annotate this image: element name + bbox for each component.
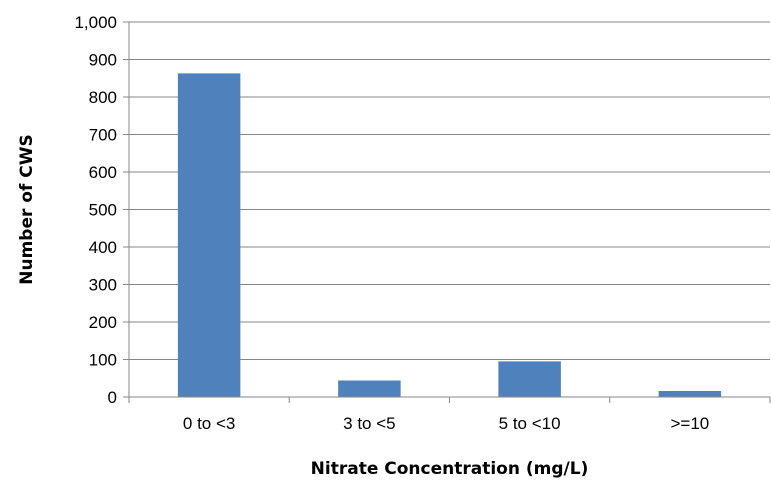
y-tick-label: 400 <box>89 238 117 257</box>
y-tick-label: 1,000 <box>74 13 117 32</box>
x-tick-label: >=10 <box>670 414 709 433</box>
x-tick-label: 0 to <3 <box>183 414 235 433</box>
y-tick-label: 900 <box>89 51 117 70</box>
y-tick-label: 300 <box>89 276 117 295</box>
y-tick-label: 800 <box>89 88 117 107</box>
y-tick-label: 100 <box>89 351 117 370</box>
bar <box>177 73 241 397</box>
x-tick-labels: 0 to <3 3 to <5 5 to <10 >=10 <box>183 414 709 433</box>
axes <box>128 22 770 398</box>
bar <box>498 361 561 397</box>
y-tick-label: 500 <box>89 201 117 220</box>
y-tick-label: 0 <box>108 388 117 407</box>
x-tick-label: 5 to <10 <box>499 414 561 433</box>
y-axis-title: Number of CWS <box>17 134 37 285</box>
bars <box>177 73 722 397</box>
y-tick-label: 600 <box>89 163 117 182</box>
bar <box>658 391 722 397</box>
x-axis-title: Nitrate Concentration (mg/L) <box>311 459 589 479</box>
y-tick-labels: 0 100 200 300 400 500 600 700 800 900 1,000 <box>74 13 117 407</box>
bar <box>338 380 401 397</box>
x-tick-label: 3 to <5 <box>343 414 395 433</box>
y-tick-label: 700 <box>89 126 117 145</box>
y-tick-label: 200 <box>89 313 117 332</box>
